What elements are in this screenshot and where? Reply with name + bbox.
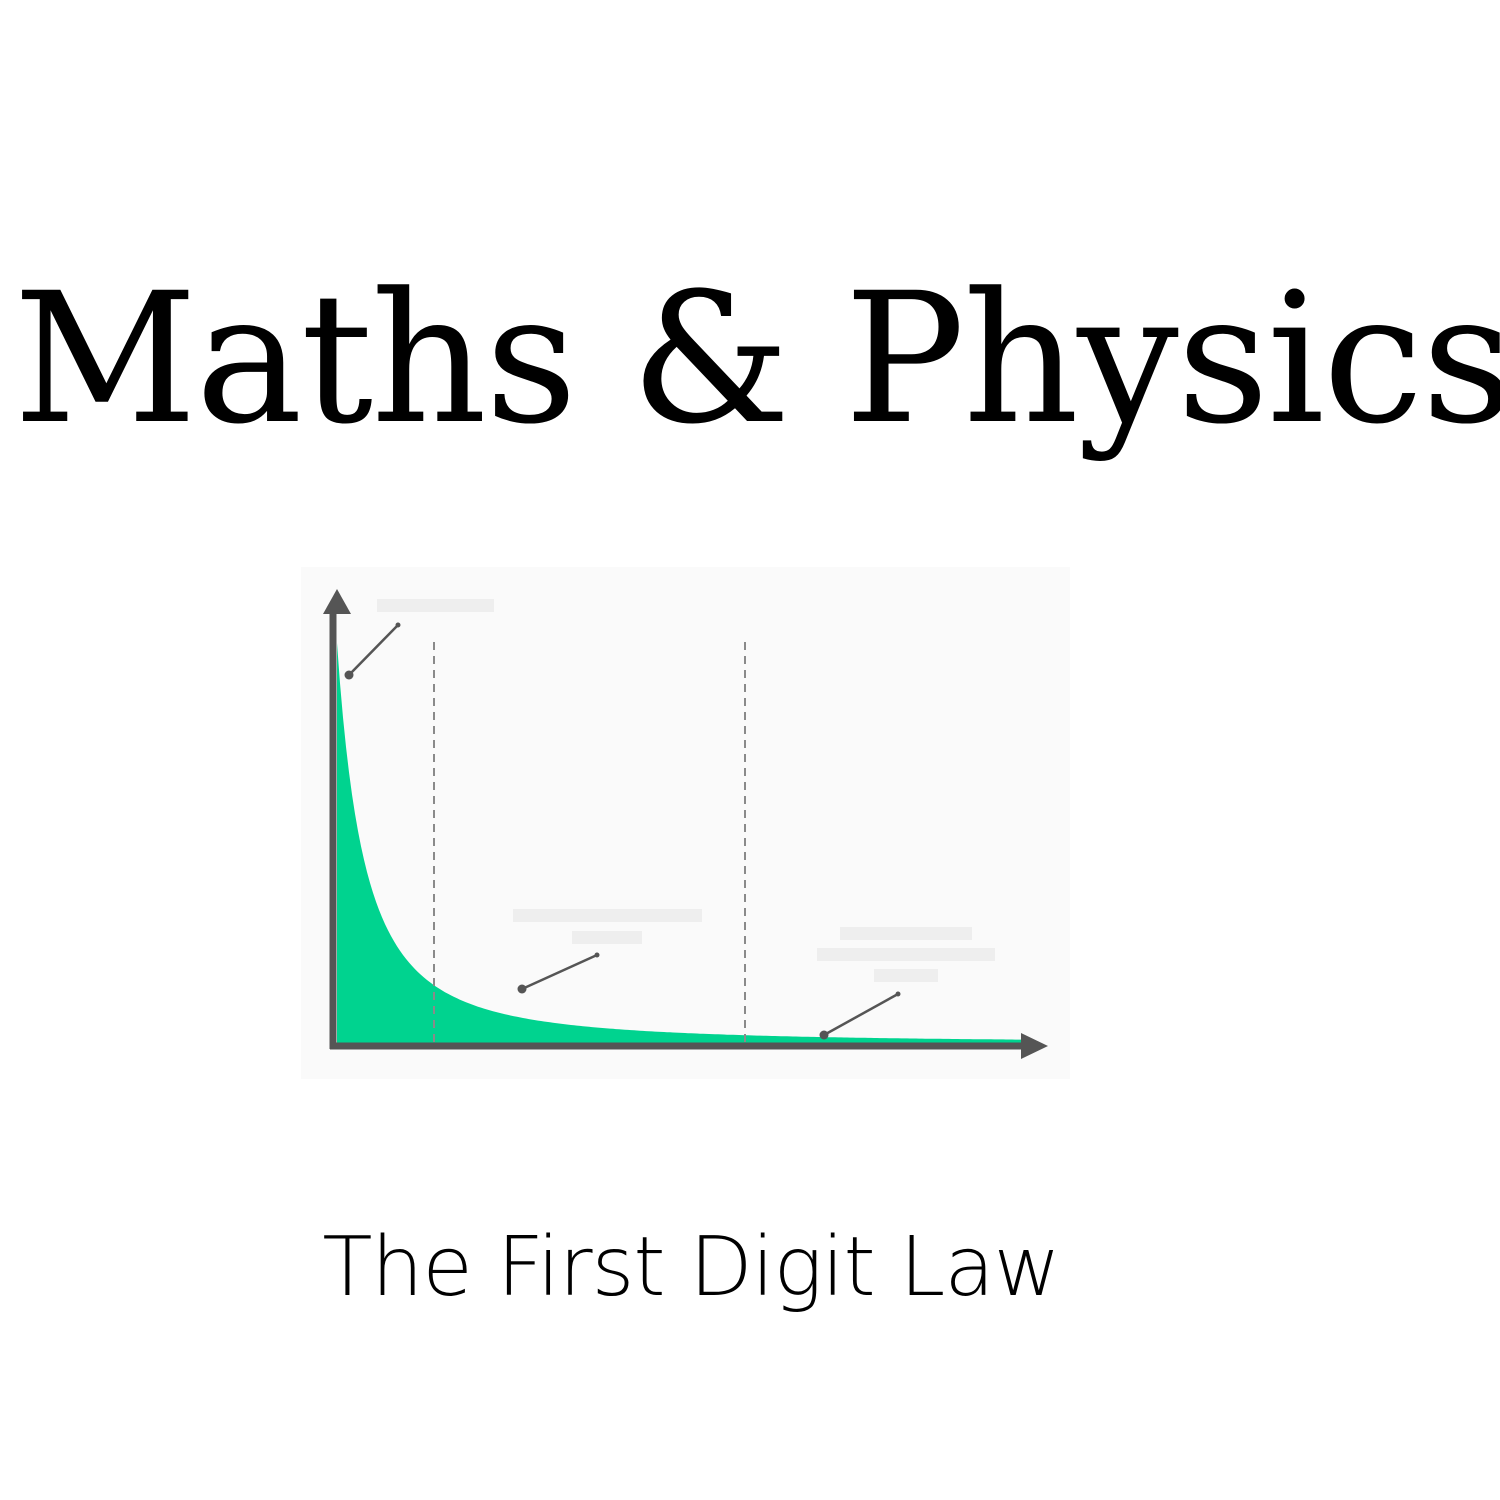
label-placeholder (840, 927, 972, 940)
callout-pointer (344, 622, 401, 680)
page-title: Maths & Physics (13, 255, 1500, 464)
callout-pointer (517, 952, 600, 994)
label-placeholder (513, 909, 702, 922)
label-placeholder (874, 969, 938, 982)
label-placeholder (377, 599, 494, 612)
label-placeholder (572, 931, 642, 944)
page-subtitle: The First Digit Law (322, 1220, 1060, 1315)
callout-pointer (819, 991, 901, 1040)
label-placeholder (817, 948, 995, 961)
decay-curve-area (337, 643, 1022, 1043)
y-axis-arrow-icon (323, 589, 351, 614)
x-axis-arrow-icon (1021, 1033, 1048, 1059)
